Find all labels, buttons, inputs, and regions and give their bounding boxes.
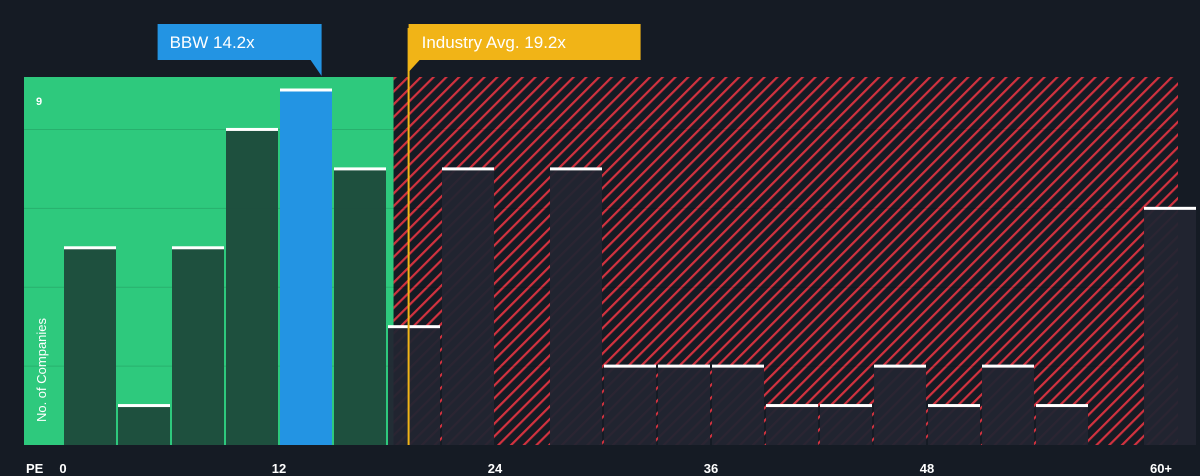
bar-top-line	[712, 364, 764, 368]
industry-avg-pointer	[408, 60, 420, 72]
histogram-bar	[226, 127, 278, 445]
bar-body	[820, 405, 872, 445]
histogram-bar	[442, 167, 494, 445]
bar-top-line	[874, 364, 926, 368]
histogram-bar	[712, 364, 764, 445]
bar-top-line	[388, 325, 440, 329]
histogram-bar	[766, 404, 818, 445]
histogram-bar	[388, 325, 440, 445]
histogram-bar	[1144, 206, 1196, 445]
bar-body	[226, 129, 278, 445]
bar-body	[982, 366, 1034, 445]
bar-top-line	[334, 167, 386, 171]
histogram-bar	[874, 364, 926, 445]
company-pointer	[310, 60, 322, 76]
industry-avg-label-box	[408, 24, 641, 60]
bar-body	[550, 168, 602, 445]
bar-top-line	[226, 127, 278, 131]
company-callout: BBW 14.2x	[157, 24, 322, 76]
bar-top-line	[658, 364, 710, 368]
x-tick-label: 24	[488, 461, 503, 476]
bar-top-line	[64, 246, 116, 250]
histogram-bar	[604, 364, 656, 445]
bar-body	[712, 366, 764, 445]
histogram-bar	[334, 167, 386, 445]
bar-body	[766, 405, 818, 445]
bar-body	[1144, 208, 1196, 445]
histogram-bar	[820, 404, 872, 445]
bar-body	[604, 366, 656, 445]
histogram-bar	[64, 246, 116, 445]
bar-top-line	[172, 246, 224, 250]
y-max-tick: 9	[36, 96, 42, 108]
histogram-bar	[928, 404, 980, 445]
bar-top-line	[280, 88, 332, 92]
histogram-bar	[280, 88, 332, 445]
industry-avg-callout: Industry Avg. 19.2x	[408, 24, 641, 72]
x-tick-label: 36	[704, 461, 718, 476]
bar-body	[928, 405, 980, 445]
bar-body	[64, 247, 116, 445]
bar-top-line	[118, 404, 170, 408]
bar-top-line	[1036, 404, 1088, 408]
histogram-bar	[658, 364, 710, 445]
bar-top-line	[820, 404, 872, 408]
bar-top-line	[982, 364, 1034, 368]
x-tick-label: 12	[272, 461, 286, 476]
bar-top-line	[766, 404, 818, 408]
bar-top-line	[550, 167, 602, 171]
histogram-bar	[982, 364, 1034, 445]
bar-top-line	[1144, 206, 1196, 210]
x-tick-label: 48	[920, 461, 934, 476]
histogram-bar	[1036, 404, 1088, 445]
bar-body	[172, 247, 224, 445]
bar-body	[388, 326, 440, 445]
bar-body	[118, 405, 170, 445]
bar-body	[334, 168, 386, 445]
x-tick-label: 60+	[1150, 461, 1172, 476]
bar-top-line	[442, 167, 494, 171]
bar-top-line	[928, 404, 980, 408]
histogram-bar	[550, 167, 602, 445]
bar-body	[442, 168, 494, 445]
overvalued-zone	[393, 77, 1179, 445]
bar-body	[1036, 405, 1088, 445]
histogram-bar	[118, 404, 170, 445]
x-axis-label: PE	[26, 461, 44, 476]
x-tick-label: 0	[59, 461, 66, 476]
y-axis-label: No. of Companies	[34, 317, 49, 422]
bar-top-line	[604, 364, 656, 368]
bar-body	[280, 90, 332, 445]
bar-body	[658, 366, 710, 445]
histogram-bar	[172, 246, 224, 445]
industry-avg-label: Industry Avg. 19.2x	[422, 33, 567, 52]
bar-body	[874, 366, 926, 445]
company-label-box	[157, 24, 322, 60]
company-label: BBW 14.2x	[170, 33, 256, 52]
